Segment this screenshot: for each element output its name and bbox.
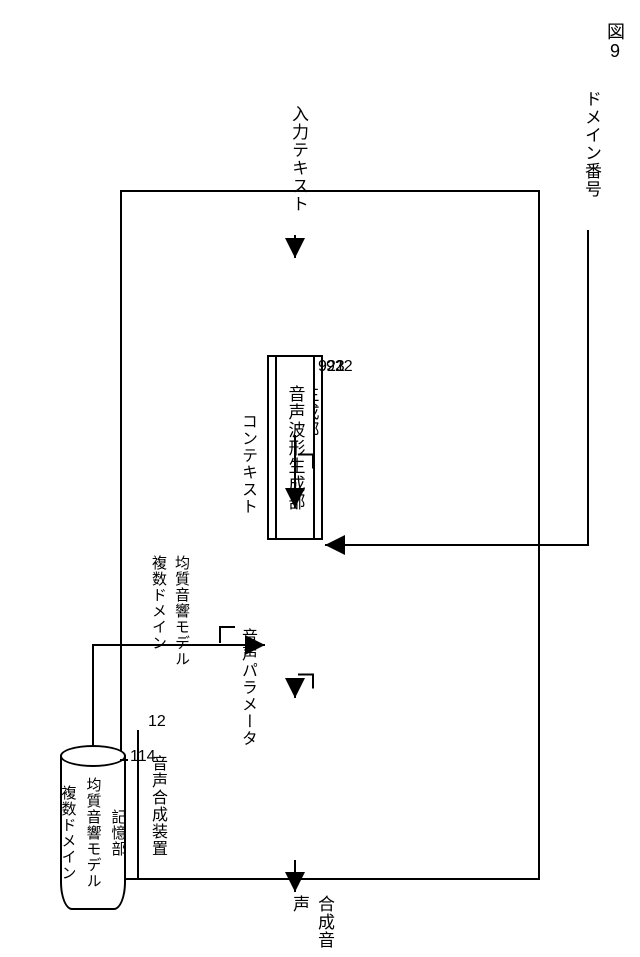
input-right-label: ドメイン番号 (579, 90, 604, 198)
container-label: 音声合成装置 (145, 755, 169, 857)
edge-model-l1: 複数ドメイン (148, 555, 169, 667)
figure-number: 図9 (602, 22, 628, 62)
edge-model-l2: 均質音響モデル (171, 555, 192, 667)
container-num: 12 (148, 713, 166, 731)
input-top-label: 入力テキスト (286, 105, 311, 213)
b114: 複数ドメイン 均質音響モデル 記憶部 (60, 745, 126, 910)
edge-param-label: 音声パラメータ (235, 628, 259, 747)
output-label: 合成音声 (287, 895, 337, 957)
edge-model-label: 複数ドメイン 均質音響モデル (148, 555, 192, 667)
edge-context-label: コンテキスト (235, 413, 259, 515)
b923: 音声波形生成部 (275, 355, 315, 540)
container-box (120, 190, 540, 880)
b923-text: 音声波形生成部 (283, 385, 308, 511)
b923-num: 923 (318, 358, 345, 376)
b114-text3: 記憶部 (108, 809, 129, 857)
b114-text2: 均質音響モデル (83, 777, 104, 889)
b114-text1: 複数ドメイン (58, 785, 79, 881)
